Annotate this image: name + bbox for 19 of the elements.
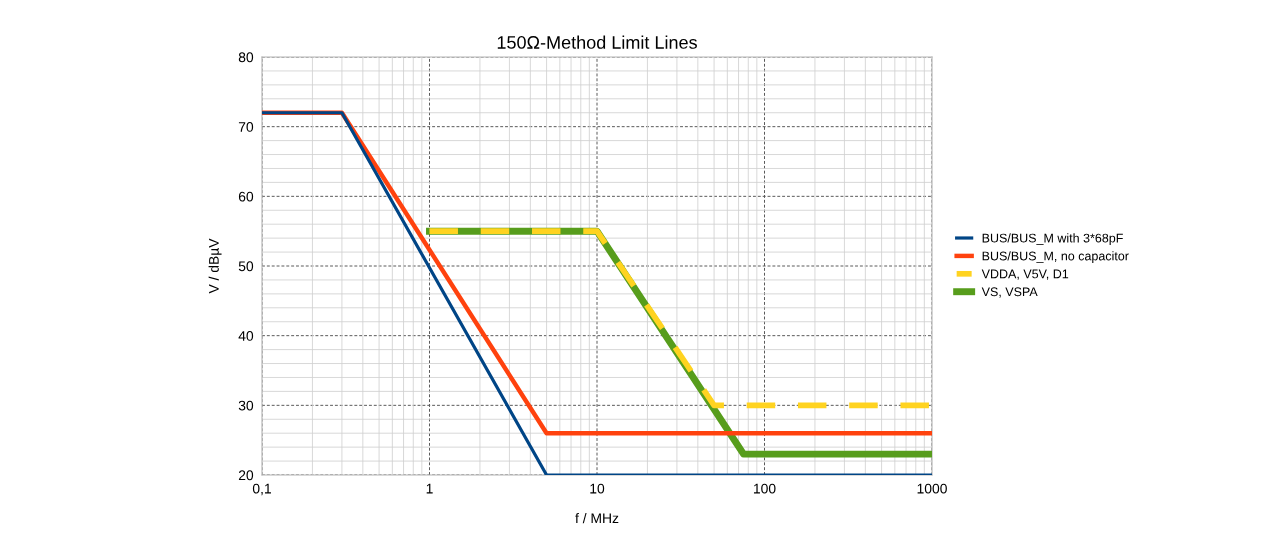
chart-title: 150Ω-Method Limit Lines bbox=[497, 35, 697, 49]
y-axis-title: V / dBµV bbox=[208, 238, 222, 294]
y-tick-label: 70 bbox=[238, 122, 254, 132]
x-tick-label: 100 bbox=[753, 483, 776, 494]
x-tick-label: 1 bbox=[426, 483, 433, 494]
y-tick-label: 50 bbox=[238, 261, 254, 272]
legend-label: VDDA, V5V, D1 bbox=[981, 269, 1069, 280]
y-tick-label: 30 bbox=[238, 400, 254, 411]
x-tick-label: 10 bbox=[590, 483, 605, 494]
x-tick-label: 0,1 bbox=[252, 483, 271, 496]
y-tick-label: 60 bbox=[238, 191, 254, 202]
x-axis-title: f / MHz bbox=[575, 512, 619, 524]
legend-label: VS, VSPA bbox=[981, 287, 1038, 298]
y-tick-label: 80 bbox=[238, 52, 254, 63]
x-tick-label: 1000 bbox=[917, 483, 947, 494]
legend-label: BUS/BUS_M, no capacitor bbox=[982, 251, 1129, 263]
y-tick-label: 20 bbox=[238, 470, 254, 481]
y-tick-label: 40 bbox=[238, 331, 254, 341]
legend-label: BUS/BUS_M with 3*68pF bbox=[982, 233, 1123, 245]
